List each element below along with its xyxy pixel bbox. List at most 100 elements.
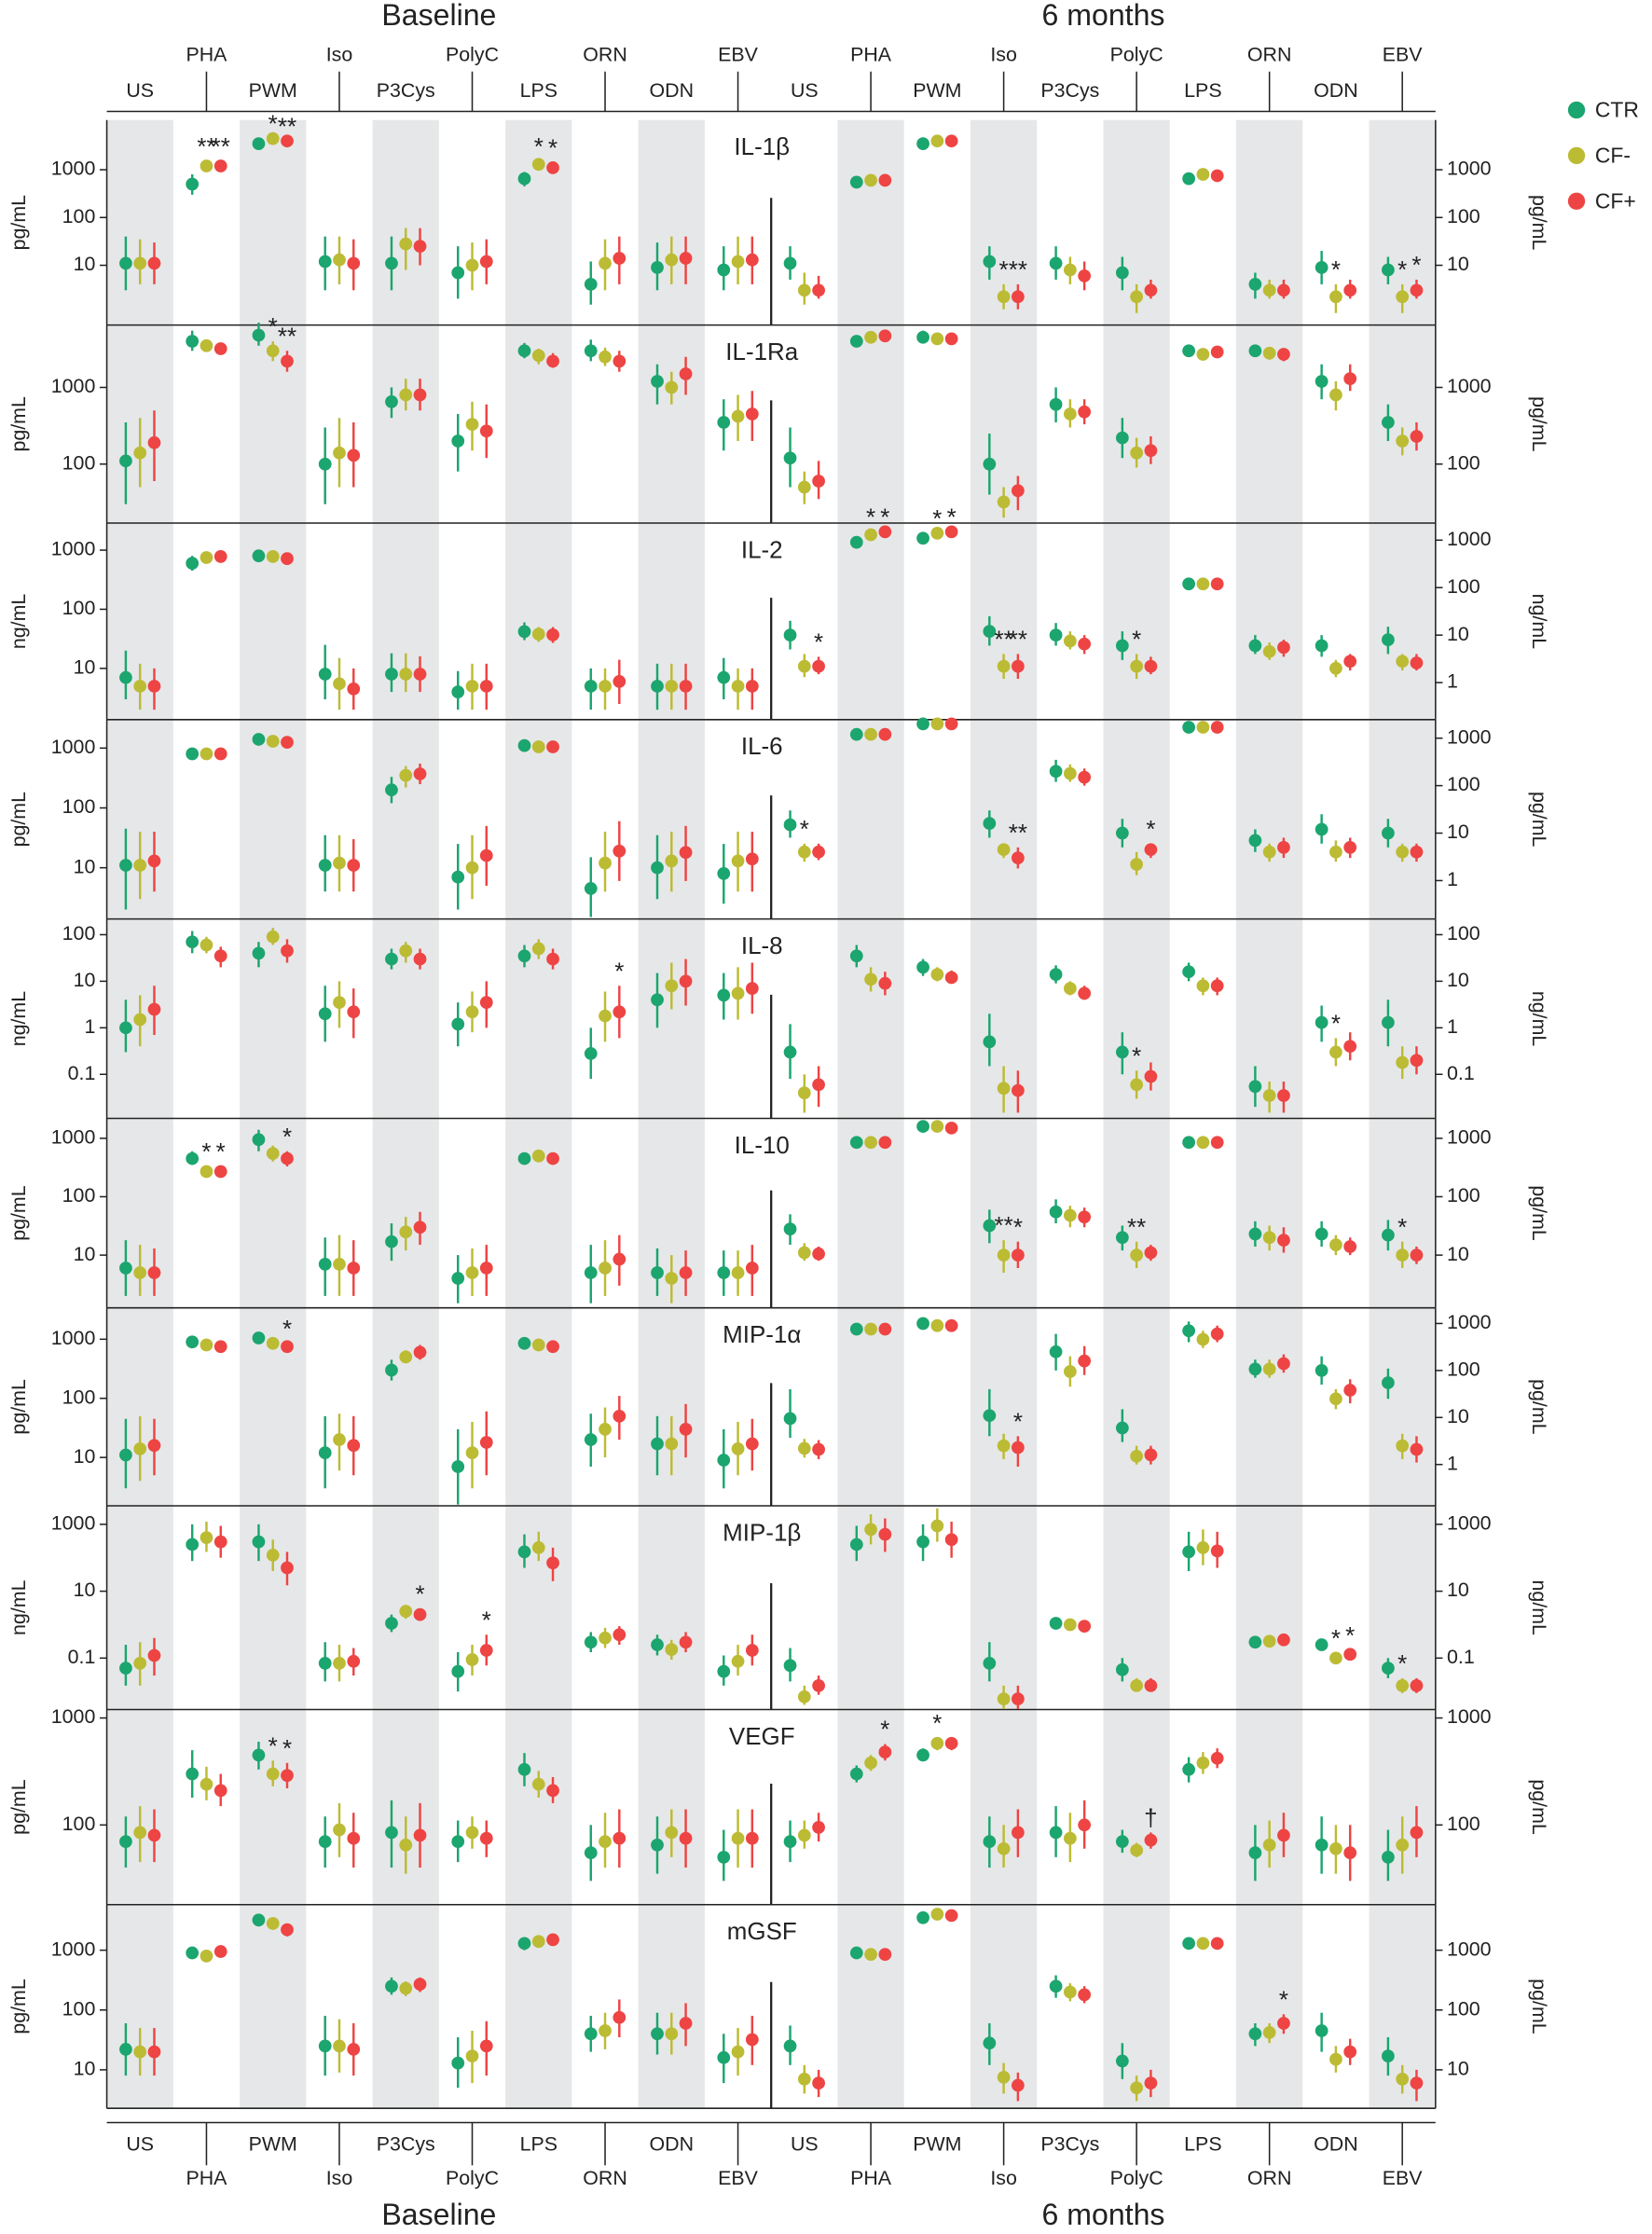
dot xyxy=(347,1831,361,1845)
y-tick-label: 1000 xyxy=(51,375,96,397)
column-shade xyxy=(1369,119,1436,2109)
dot xyxy=(1248,1362,1262,1376)
dot xyxy=(1382,1228,1395,1242)
dot xyxy=(413,1828,427,1842)
dot xyxy=(1078,405,1092,419)
dot xyxy=(651,680,664,693)
category-label: ORN xyxy=(583,2167,627,2189)
dot xyxy=(1182,721,1195,734)
dot xyxy=(1049,1205,1063,1219)
dot xyxy=(1182,965,1195,979)
y2-tick-label: 1000 xyxy=(1447,1705,1492,1728)
dot xyxy=(252,1535,266,1549)
dot xyxy=(333,253,346,267)
significance: * xyxy=(999,255,1009,283)
dot xyxy=(1144,283,1158,297)
dot xyxy=(1144,1069,1158,1083)
y2-tick-label: 100 xyxy=(1447,451,1480,474)
y2-tick-label: 0.1 xyxy=(1447,1062,1475,1084)
category-label: LPS xyxy=(1184,79,1221,102)
dot xyxy=(1277,1089,1290,1102)
dot xyxy=(1410,283,1424,297)
legend-marker xyxy=(1567,146,1586,165)
column-shade xyxy=(1236,119,1303,2109)
dot xyxy=(531,1338,545,1352)
dot xyxy=(266,930,280,944)
dot xyxy=(1410,1679,1424,1692)
dot xyxy=(849,949,863,963)
dot xyxy=(997,2071,1011,2084)
dot xyxy=(983,2036,997,2050)
significance: * xyxy=(1411,251,1421,279)
dot xyxy=(1396,1055,1410,1069)
category-label: ORN xyxy=(1247,44,1291,66)
dot xyxy=(333,2039,346,2053)
dot xyxy=(613,252,626,265)
dot xyxy=(213,342,227,355)
dot xyxy=(1049,1617,1063,1630)
y2-tick-label: 100 xyxy=(1447,1184,1480,1207)
dot xyxy=(333,1433,346,1446)
dot xyxy=(1396,290,1410,304)
dot xyxy=(546,1151,559,1165)
dot xyxy=(1262,1231,1276,1245)
dot xyxy=(1262,1089,1276,1102)
dot xyxy=(997,1692,1011,1706)
dot xyxy=(679,1423,693,1436)
category-label: ODN xyxy=(650,79,695,102)
dot xyxy=(1144,1679,1158,1692)
dot xyxy=(651,1437,664,1451)
dot xyxy=(517,1151,531,1165)
y-axis-label: pg/mL xyxy=(7,1379,30,1435)
dot xyxy=(651,375,664,388)
dot xyxy=(1248,278,1262,291)
y2-tick-label: 100 xyxy=(1447,205,1480,228)
dot xyxy=(252,1748,266,1762)
panel-title: IL-8 xyxy=(741,931,783,959)
dot xyxy=(983,1035,997,1049)
y2-tick-label: 10 xyxy=(1447,1243,1469,1265)
dot xyxy=(679,1266,693,1279)
y-tick-label: 100 xyxy=(62,922,96,945)
dot xyxy=(1262,283,1276,297)
legend-label: CTR xyxy=(1595,98,1639,122)
category-label: P3Cys xyxy=(377,2133,435,2156)
dot xyxy=(1115,639,1129,653)
dot xyxy=(1196,1136,1210,1150)
dot xyxy=(347,1005,361,1019)
dot xyxy=(944,134,958,148)
significance: * xyxy=(268,1731,278,1759)
dot xyxy=(916,531,929,545)
dot xyxy=(281,944,294,958)
dot xyxy=(1049,397,1063,411)
dot xyxy=(797,1689,811,1703)
dot xyxy=(997,1248,1011,1262)
dot xyxy=(783,1222,797,1235)
dot xyxy=(944,717,958,731)
dot xyxy=(266,131,280,145)
dot xyxy=(531,158,545,172)
panel-title: mGSF xyxy=(727,1917,797,1945)
dot xyxy=(997,1841,1011,1855)
dot xyxy=(1382,2049,1395,2062)
dot xyxy=(878,173,892,187)
dot xyxy=(864,528,877,542)
dot xyxy=(864,1322,877,1336)
y-axis-label: pg/mL xyxy=(7,195,30,251)
dot xyxy=(1144,1448,1158,1462)
dot xyxy=(531,1777,545,1791)
dot xyxy=(479,848,493,862)
dot xyxy=(1329,661,1342,675)
panel-title: MIP-1β xyxy=(723,1518,801,1546)
dot xyxy=(318,2039,332,2053)
dot xyxy=(997,1439,1011,1453)
dot xyxy=(1063,1985,1077,1999)
dot xyxy=(983,1409,997,1423)
dot xyxy=(1210,1751,1224,1765)
dot xyxy=(200,1338,213,1352)
dot xyxy=(1130,290,1144,304)
dot xyxy=(1248,2027,1262,2041)
y-tick-label: 100 xyxy=(62,1813,96,1835)
y2-tick-label: 1000 xyxy=(1447,528,1492,550)
dot xyxy=(812,1679,825,1692)
